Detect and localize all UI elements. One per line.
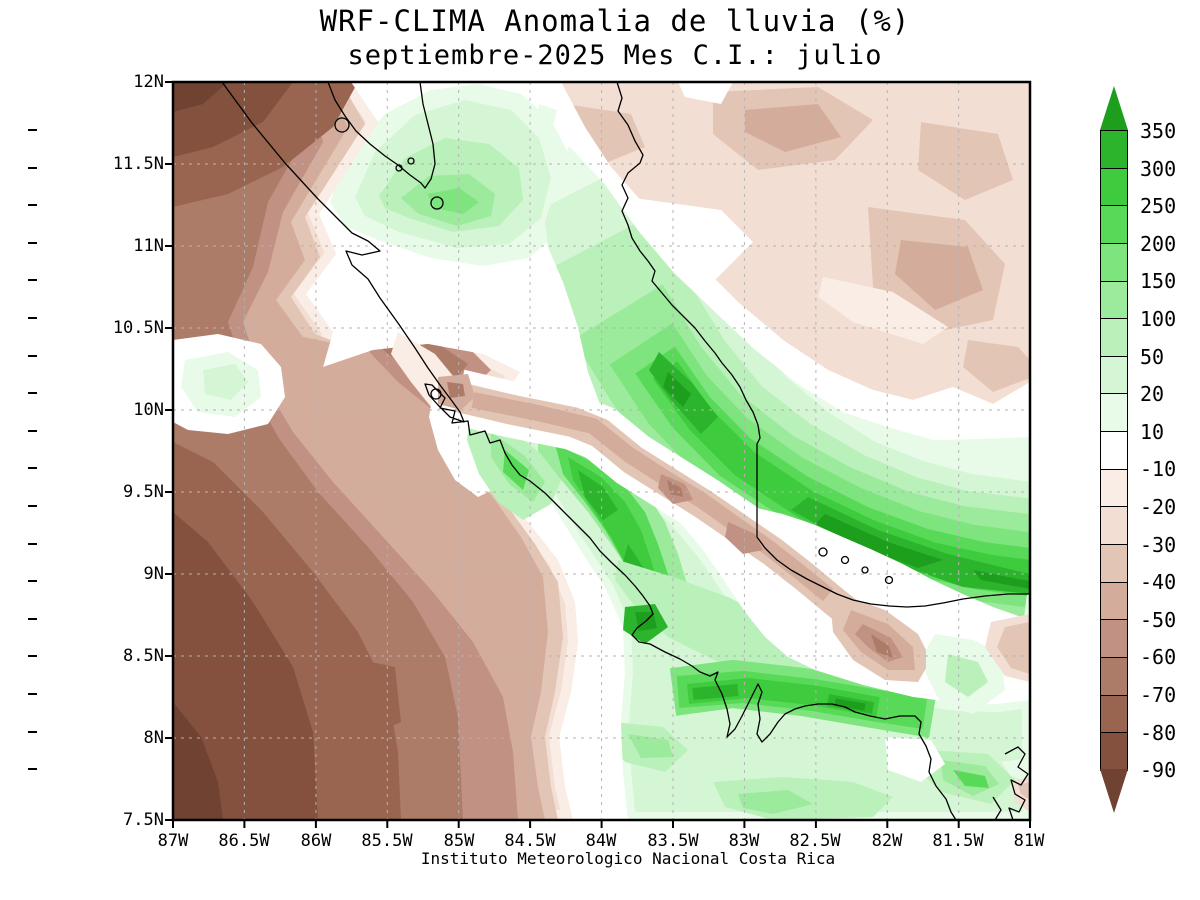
colorbar-scale — [1100, 130, 1128, 771]
colorbar-label: 350 — [1140, 119, 1177, 143]
y-axis-label: 7.5N — [123, 810, 164, 830]
colorbar-segment — [1101, 468, 1127, 507]
colorbar-tick — [28, 580, 37, 582]
colorbar-segment — [1101, 619, 1127, 657]
x-axis-label: 82W — [871, 831, 903, 851]
colorbar-tick — [28, 392, 37, 394]
caribbean-dry-field — [561, 82, 1030, 404]
colorbar-segment — [1101, 506, 1127, 545]
colorbar-segment — [1101, 355, 1127, 394]
colorbar-segment — [1101, 393, 1127, 432]
y-axis-label: 9.5N — [123, 482, 164, 502]
colorbar-label: -30 — [1140, 533, 1177, 557]
colorbar-segment — [1101, 544, 1127, 582]
anomaly-map — [165, 80, 1032, 828]
colorbar-label: -40 — [1140, 570, 1177, 594]
x-axis-label: 86W — [300, 831, 332, 851]
colorbar-label: 250 — [1140, 194, 1177, 218]
x-axis-label: 82.5W — [789, 831, 841, 851]
page-title: WRF-CLIMA Anomalia de lluvia (%) — [319, 4, 911, 38]
colorbar-tick — [28, 167, 37, 169]
colorbar-segment — [1101, 242, 1127, 281]
x-axis-label: 86.5W — [218, 831, 270, 851]
colorbar-label: -20 — [1140, 495, 1177, 519]
colorbar-tick — [28, 467, 37, 469]
colorbar-tick — [28, 355, 37, 357]
colorbar-label: 10 — [1140, 420, 1165, 444]
y-axis-label: 11.5N — [112, 154, 164, 174]
colorbar-label: 150 — [1140, 269, 1177, 293]
x-axis-label: 85W — [443, 831, 475, 851]
caribbean-wet-band — [545, 146, 1030, 620]
colorbar-label: -70 — [1140, 683, 1177, 707]
map-frame — [165, 80, 1032, 828]
y-axis-label: 8N — [143, 728, 164, 748]
colorbar-tick — [28, 655, 37, 657]
colorbar-tick — [28, 768, 37, 770]
colorbar-label: 300 — [1140, 157, 1177, 181]
y-axis-label: 8.5N — [123, 646, 164, 666]
colorbar-label: -60 — [1140, 645, 1177, 669]
colorbar-segment — [1101, 131, 1127, 168]
colorbar-segment — [1101, 280, 1127, 319]
page-subtitle: septiembre-2025 Mes C.I.: julio — [347, 40, 883, 71]
colorbar-segment — [1101, 431, 1127, 469]
colorbar-label: -90 — [1140, 758, 1177, 782]
y-axis-label: 11N — [133, 236, 164, 256]
x-axis-label: 85.5W — [361, 831, 413, 851]
southeast-details — [926, 614, 1030, 812]
colorbar-tick — [28, 693, 37, 695]
x-axis-label: 83.5W — [647, 831, 699, 851]
colorbar-label: 200 — [1140, 232, 1177, 256]
x-axis-label: 87W — [157, 831, 189, 851]
north-positive-anomaly — [330, 84, 573, 266]
coastline — [221, 81, 1030, 821]
colorbar-segment — [1101, 205, 1127, 243]
colorbar-segment — [1101, 318, 1127, 356]
colorbar-tick — [28, 543, 37, 545]
colorbar-segment — [1101, 656, 1127, 695]
colorbar-tick — [28, 505, 37, 507]
colorbar-tick — [28, 129, 37, 131]
colorbar-tick — [28, 279, 37, 281]
x-axis-label: 83W — [728, 831, 760, 851]
colorbar-label: 20 — [1140, 382, 1165, 406]
colorbar-segment — [1101, 694, 1127, 733]
y-axis-label: 10N — [133, 400, 164, 420]
colorbar-tick — [28, 242, 37, 244]
colorbar-label: 50 — [1140, 345, 1165, 369]
x-axis-label: 81.5W — [932, 831, 984, 851]
colorbar-segment — [1101, 167, 1127, 206]
y-axis-label: 9N — [143, 564, 164, 584]
x-axis-label: 84W — [585, 831, 617, 851]
colorbar-tick — [28, 317, 37, 319]
colorbar-label: -50 — [1140, 608, 1177, 632]
colorbar-label: -80 — [1140, 721, 1177, 745]
colorbar-tick — [28, 204, 37, 206]
colorbar-arrow-down-icon — [1100, 769, 1128, 813]
colorbar-label: 100 — [1140, 307, 1177, 331]
colorbar-tick — [28, 618, 37, 620]
x-axis-label: 84.5W — [504, 831, 556, 851]
west-edge-light-patch — [173, 334, 285, 434]
gridlines — [173, 82, 1030, 820]
x-axis-label: 81W — [1013, 831, 1045, 851]
colorbar-label: -10 — [1140, 457, 1177, 481]
colorbar-tick — [28, 430, 37, 432]
y-axis-label: 10.5N — [112, 318, 164, 338]
colorbar-segment — [1101, 732, 1127, 770]
colorbar-arrow-up-icon — [1100, 86, 1128, 130]
colorbar-segment — [1101, 581, 1127, 620]
colorbar-tick — [28, 731, 37, 733]
y-axis-label: 12N — [133, 72, 164, 92]
pacific-dry-field — [173, 82, 578, 820]
footer-credit: Instituto Meteorologico Nacional Costa R… — [420, 849, 836, 868]
